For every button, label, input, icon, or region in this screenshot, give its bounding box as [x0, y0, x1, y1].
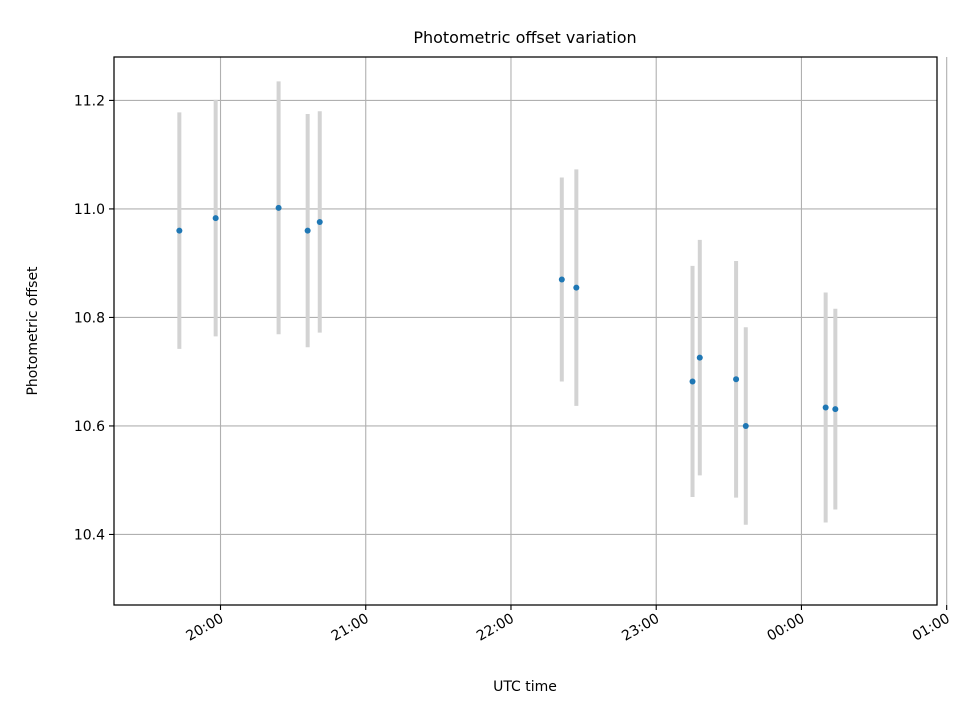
data-point: [304, 227, 311, 234]
y-tick-label: 10.8: [74, 310, 105, 326]
plot-frame: [113, 56, 938, 606]
chart-title: Photometric offset variation: [413, 28, 636, 47]
grid: [114, 57, 948, 605]
y-axis-label: Photometric offset: [25, 266, 41, 396]
data-point: [275, 204, 282, 211]
data-point: [696, 354, 703, 361]
data-points: [176, 204, 839, 429]
data-point: [689, 378, 696, 385]
data-point: [573, 284, 580, 291]
data-point: [212, 215, 219, 222]
y-tick-label: 11.0: [74, 202, 105, 218]
data-point: [176, 227, 183, 234]
data-point: [742, 422, 749, 429]
y-tick-label: 11.2: [74, 93, 105, 109]
y-tick-label: 10.4: [74, 527, 105, 543]
data-point: [832, 406, 839, 413]
x-axis-label: UTC time: [493, 679, 557, 695]
data-point: [822, 404, 829, 411]
data-point: [558, 276, 565, 283]
data-point: [733, 376, 740, 383]
data-point: [316, 218, 323, 225]
y-tick-label: 10.6: [74, 419, 105, 435]
y-axis-ticks: 10.4 10.6 10.8 11.0 11.2: [74, 93, 114, 543]
